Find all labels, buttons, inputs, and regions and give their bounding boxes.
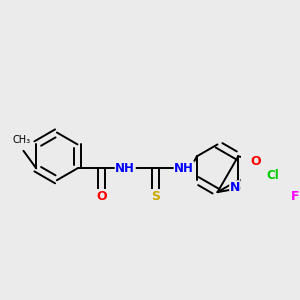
Text: O: O: [250, 154, 261, 168]
Text: Cl: Cl: [267, 169, 280, 182]
Text: NH: NH: [174, 162, 194, 175]
Text: F: F: [291, 190, 300, 203]
Text: O: O: [96, 190, 107, 202]
Text: N: N: [230, 181, 240, 194]
Text: CH₃: CH₃: [13, 135, 31, 145]
Text: NH: NH: [115, 162, 135, 175]
Text: S: S: [151, 190, 160, 202]
